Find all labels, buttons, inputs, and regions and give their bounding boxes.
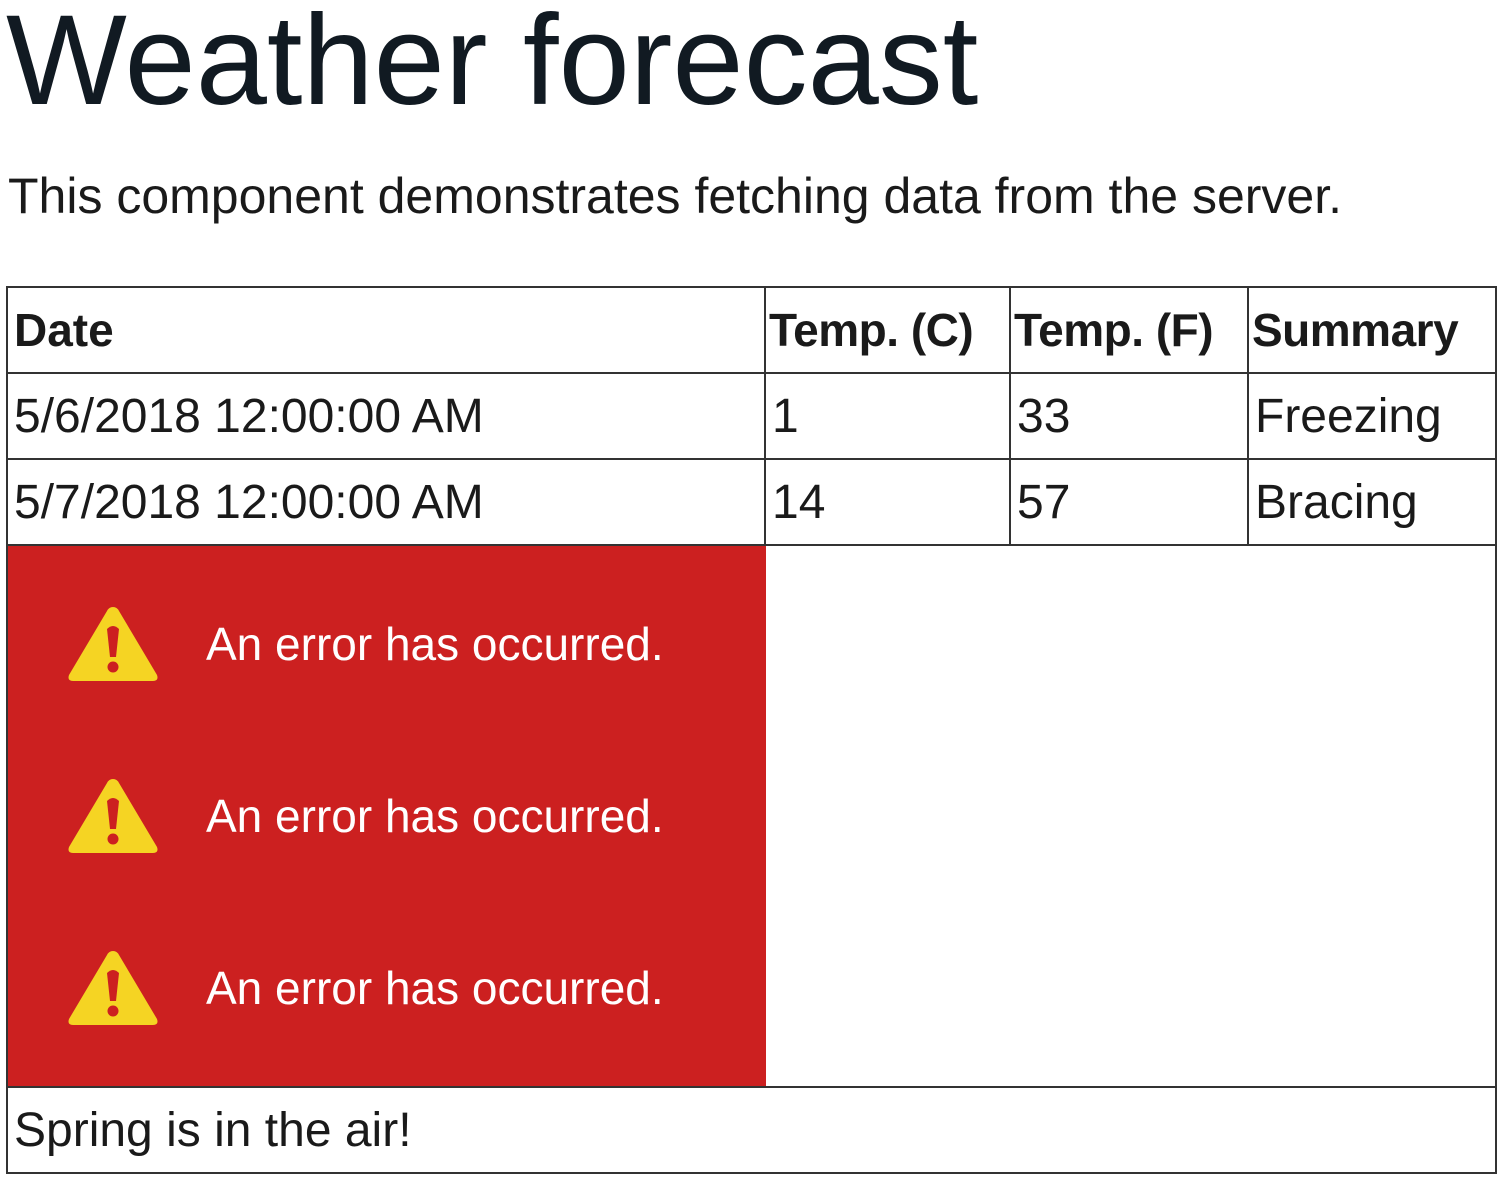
table-row: 5/7/2018 12:00:00 AM 14 57 Bracing (6, 458, 1497, 546)
table-header-row: Date Temp. (C) Temp. (F) Summary (6, 286, 1497, 374)
error-item: An error has occurred. (9, 584, 766, 704)
error-panel: An error has occurred. An error has occu… (9, 547, 766, 1085)
warning-icon (68, 607, 158, 681)
error-row: An error has occurred. An error has occu… (6, 544, 1497, 1088)
cell-summary: Freezing (1247, 372, 1497, 460)
intro-text: This component demonstrates fetching dat… (8, 168, 1343, 224)
table-row: 5/6/2018 12:00:00 AM 1 33 Freezing (6, 372, 1497, 460)
header-date: Date (6, 286, 766, 374)
error-message: An error has occurred. (206, 790, 664, 842)
warning-icon (68, 951, 158, 1025)
error-message: An error has occurred. (206, 962, 664, 1014)
page-title: Weather forecast (6, 0, 979, 132)
cell-date: 5/6/2018 12:00:00 AM (6, 372, 766, 460)
footer-message: Spring is in the air! (6, 1086, 1497, 1174)
footer-row: Spring is in the air! (6, 1086, 1497, 1174)
cell-temp-f: 57 (1009, 458, 1249, 546)
forecast-table: Date Temp. (C) Temp. (F) Summary 5/6/201… (6, 286, 1497, 1174)
cell-date: 5/7/2018 12:00:00 AM (6, 458, 766, 546)
cell-temp-c: 14 (764, 458, 1011, 546)
error-message: An error has occurred. (206, 618, 664, 670)
cell-summary: Bracing (1247, 458, 1497, 546)
header-summary: Summary (1247, 286, 1497, 374)
cell-temp-f: 33 (1009, 372, 1249, 460)
error-cell: An error has occurred. An error has occu… (6, 544, 1497, 1088)
header-temp-c: Temp. (C) (764, 286, 1011, 374)
header-temp-f: Temp. (F) (1009, 286, 1249, 374)
warning-icon (68, 779, 158, 853)
cell-temp-c: 1 (764, 372, 1011, 460)
error-item: An error has occurred. (9, 928, 766, 1048)
error-item: An error has occurred. (9, 756, 766, 876)
